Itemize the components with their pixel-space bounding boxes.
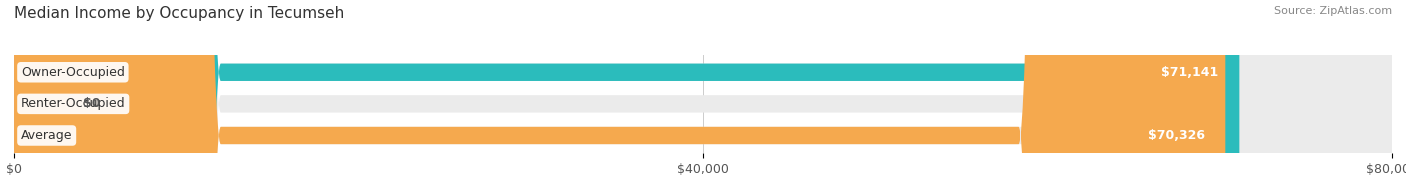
Text: Renter-Occupied: Renter-Occupied [21, 97, 125, 110]
Text: Source: ZipAtlas.com: Source: ZipAtlas.com [1274, 6, 1392, 16]
Text: Owner-Occupied: Owner-Occupied [21, 66, 125, 79]
Text: $71,141: $71,141 [1161, 66, 1219, 79]
Text: $0: $0 [83, 97, 100, 110]
FancyBboxPatch shape [14, 0, 1239, 196]
FancyBboxPatch shape [14, 0, 1225, 196]
FancyBboxPatch shape [14, 0, 1392, 196]
FancyBboxPatch shape [14, 0, 1392, 196]
FancyBboxPatch shape [14, 0, 58, 196]
Text: Median Income by Occupancy in Tecumseh: Median Income by Occupancy in Tecumseh [14, 6, 344, 21]
FancyBboxPatch shape [14, 0, 1392, 196]
Text: Average: Average [21, 129, 73, 142]
Text: $70,326: $70,326 [1147, 129, 1205, 142]
